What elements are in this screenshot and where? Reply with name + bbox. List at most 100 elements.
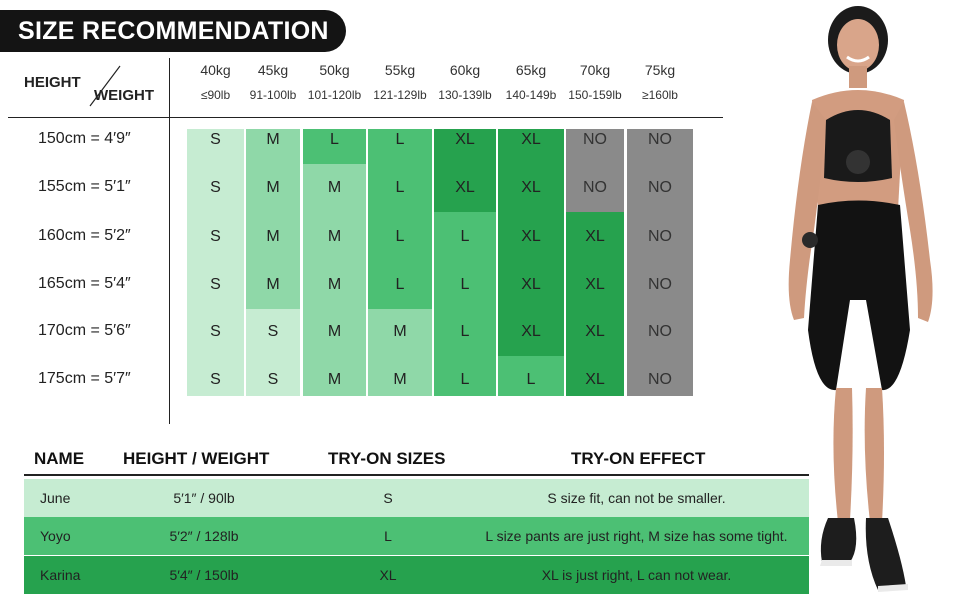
tryon-height-weight: 5′2″ / 128lb <box>169 528 239 544</box>
weight-lb: 91-100lb <box>249 88 297 102</box>
size-cell: L <box>395 179 405 196</box>
size-cell: L <box>460 323 470 340</box>
size-cell: S <box>210 179 221 196</box>
size-cell: M <box>327 179 342 196</box>
weight-kg: 50kg <box>319 62 350 78</box>
size-block <box>627 129 693 396</box>
weight-kg: 40kg <box>200 62 231 78</box>
size-cell: S <box>267 371 279 388</box>
size-column-1: M M M M S S <box>246 129 300 396</box>
height-label-3: 165cm = 5′4″ <box>38 275 131 292</box>
tryon-name: Yoyo <box>40 528 71 544</box>
tryon-name: June <box>40 490 71 506</box>
size-column-7: NO NO NO NO NO NO <box>627 129 693 396</box>
weight-header-3: 55kg 121-129lb <box>365 62 435 102</box>
horizontal-divider <box>8 117 723 118</box>
tryon-size: XL <box>379 567 397 583</box>
tryon-effect: L size pants are just right, M size has … <box>485 528 788 544</box>
tryon-effect: S size fit, can not be smaller. <box>547 490 726 506</box>
size-cell: M <box>393 323 407 340</box>
size-block <box>187 129 244 396</box>
size-cell: XL <box>521 131 541 148</box>
size-block <box>368 309 432 396</box>
model-photo <box>788 6 933 592</box>
size-cell: NO <box>648 371 672 388</box>
tryon-header-1: HEIGHT / WEIGHT <box>123 449 270 468</box>
weight-header-1: 45kg 91-100lb <box>238 62 308 102</box>
weight-kg: 45kg <box>257 62 289 78</box>
size-column-4: XL XL L L L L <box>434 129 496 396</box>
size-block <box>434 129 496 212</box>
weight-lb: 121-129lb <box>373 88 427 102</box>
size-column-2: L M M M M M <box>303 129 366 396</box>
tryon-name: Karina <box>40 567 81 583</box>
size-cell: L <box>395 131 405 148</box>
size-cell: XL <box>585 276 605 293</box>
size-cell: NO <box>648 131 672 148</box>
size-cell: L <box>395 276 405 293</box>
size-column-3: L L L L M M <box>368 129 432 396</box>
size-recommendation-banner: SIZE RECOMMENDATION <box>0 10 346 52</box>
weight-lb: ≤90lb <box>200 88 231 102</box>
size-cell: XL <box>521 179 541 196</box>
tryon-size: L <box>384 528 392 544</box>
tryon-height-weight: 5′4″ / 150lb <box>169 567 239 583</box>
vertical-divider <box>169 58 170 424</box>
size-cell: L <box>395 228 405 245</box>
size-cell: XL <box>455 179 475 196</box>
tryon-row: Yoyo 5′2″ / 128lb L L size pants are just r… <box>24 517 809 555</box>
size-cell: NO <box>583 131 607 148</box>
weight-kg: 75kg <box>644 62 676 78</box>
weight-kg: 55kg <box>384 62 416 78</box>
size-cell: M <box>327 276 342 293</box>
size-block <box>368 129 432 309</box>
height-label-4: 170cm = 5′6″ <box>38 322 131 339</box>
size-cell: L <box>460 228 470 245</box>
size-cell: L <box>330 131 339 148</box>
size-block <box>246 129 300 309</box>
weight-lb: 101-120lb <box>307 88 362 102</box>
size-cell: XL <box>521 323 541 340</box>
tryon-row: Karina 5′4″ / 150lb XL XL is just right, L … <box>24 556 809 594</box>
size-cell: NO <box>648 323 672 340</box>
tryon-effect: XL is just right, L can not wear. <box>541 567 732 583</box>
size-cell: XL <box>585 323 605 340</box>
size-cell: L <box>460 276 470 293</box>
size-cell: M <box>327 228 342 245</box>
size-column-0: S S S S S S <box>187 129 244 396</box>
weight-kg: 65kg <box>515 62 547 78</box>
tryon-header-3: TRY-ON EFFECT <box>571 449 706 468</box>
size-cell: M <box>327 371 342 388</box>
size-cell: S <box>210 228 221 245</box>
size-column-5: XL XL XL XL XL L <box>498 129 564 396</box>
height-label-0: 150cm = 4′9″ <box>38 130 131 147</box>
size-block <box>246 309 300 396</box>
size-column-6: NO NO XL XL XL XL <box>566 129 624 396</box>
size-block <box>303 129 366 164</box>
tryon-size: S <box>383 490 393 506</box>
weight-lb: 150-159lb <box>568 88 622 102</box>
size-cell: M <box>266 131 280 148</box>
size-cell: NO <box>648 276 672 293</box>
tryon-header-rule <box>24 474 809 476</box>
weight-header-2: 50kg 101-120lb <box>300 62 370 102</box>
diagonal-divider <box>89 65 121 107</box>
size-cell: M <box>266 179 280 196</box>
size-block <box>566 129 624 212</box>
size-cell: XL <box>585 371 605 388</box>
size-cell: M <box>266 276 280 293</box>
weight-header-6: 70kg 150-159lb <box>560 62 630 102</box>
tryon-row: June 5′1″ / 90lb S S size fit, can not be s… <box>24 479 809 517</box>
size-cell: XL <box>455 131 475 148</box>
tryon-height-weight: 5′1″ / 90lb <box>173 490 235 506</box>
size-cell: L <box>460 371 470 388</box>
size-cell: S <box>210 131 221 148</box>
weight-header-4: 60kg 130-139lb <box>430 62 500 102</box>
height-label-1: 155cm = 5′1″ <box>38 178 131 195</box>
weight-header-5: 65kg 140-149b <box>496 62 566 102</box>
size-block <box>498 129 564 356</box>
size-cell: XL <box>585 228 605 245</box>
height-header: HEIGHT <box>24 74 81 91</box>
size-cell: S <box>210 371 221 388</box>
weight-lb: ≥160lb <box>642 88 678 102</box>
